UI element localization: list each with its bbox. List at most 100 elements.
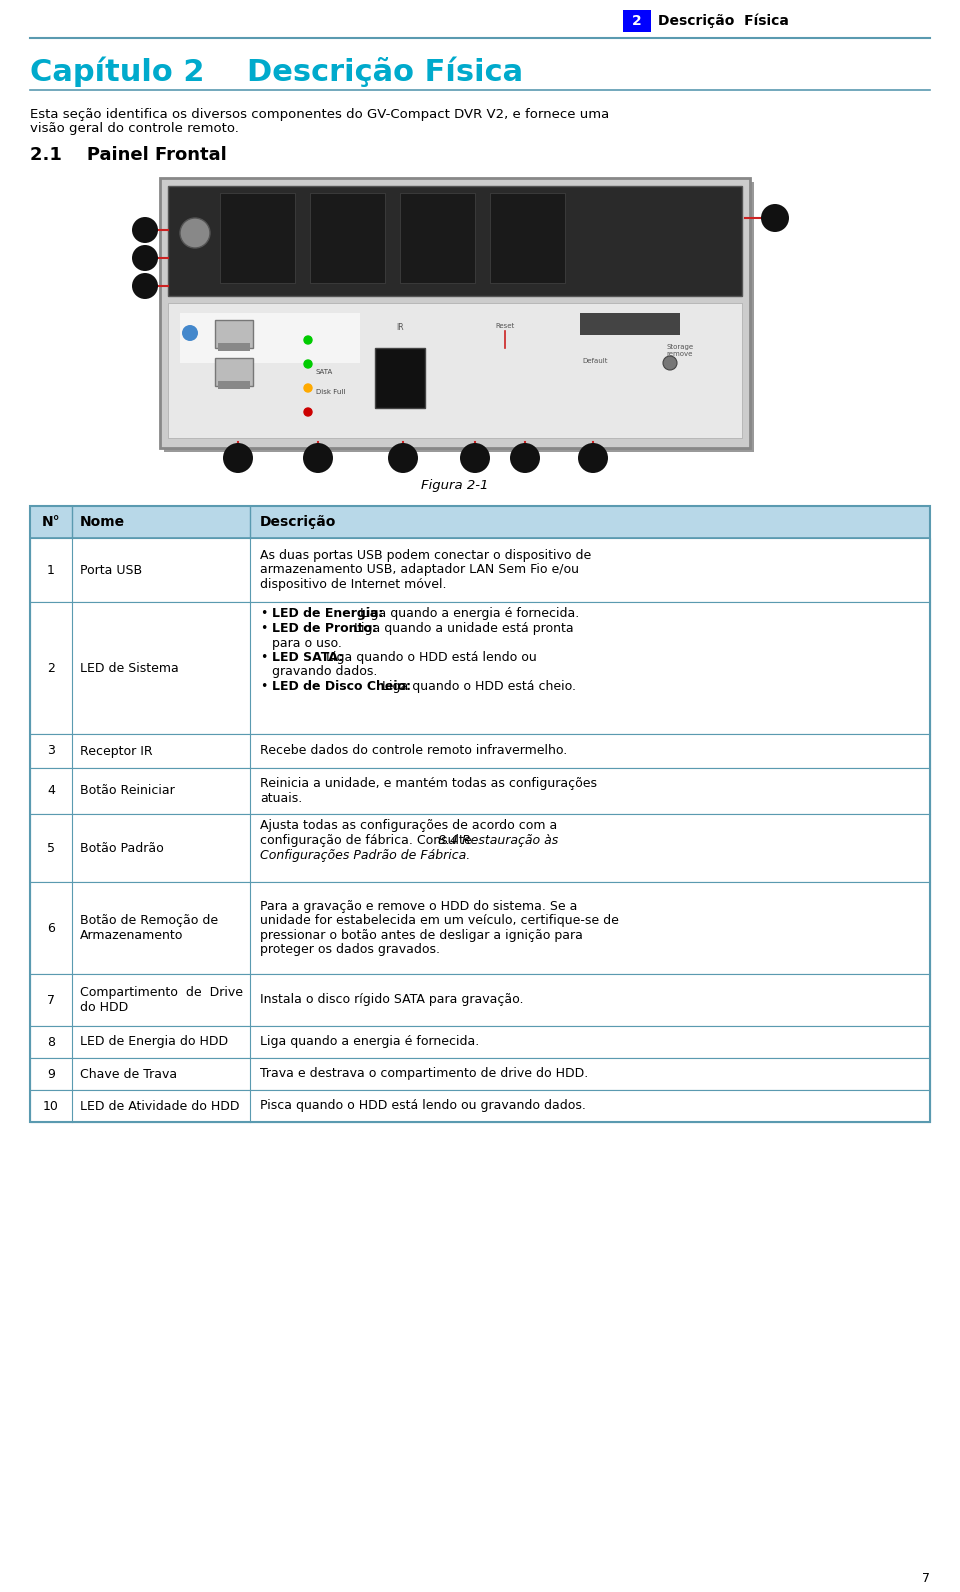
Text: Botão Padrão: Botão Padrão [80,842,164,855]
Circle shape [304,336,312,344]
Text: dispositivo de Internet móvel.: dispositivo de Internet móvel. [260,578,446,591]
Circle shape [578,443,608,473]
Text: 8.4 Restauração às: 8.4 Restauração às [439,834,559,847]
Circle shape [304,360,312,368]
Circle shape [663,357,677,369]
Bar [168,186,742,296]
Bar [310,193,385,283]
Text: unidade for estabelecida em um veículo, certifique-se de: unidade for estabelecida em um veículo, … [260,914,619,927]
Bar [30,974,930,1025]
Text: Ajusta todas as configurações de acordo com a: Ajusta todas as configurações de acordo … [260,820,557,833]
Text: Liga quando o HDD está lendo ou: Liga quando o HDD está lendo ou [323,651,538,664]
Text: gravando dados.: gravando dados. [272,665,377,678]
Text: proteger os dados gravados.: proteger os dados gravados. [260,942,440,957]
Text: 4: 4 [470,452,479,465]
Text: Liga quando a unidade está pronta: Liga quando a unidade está pronta [350,622,574,635]
Bar [30,602,930,734]
Text: LED SATA:: LED SATA: [272,651,344,664]
Text: 3: 3 [47,745,55,758]
Bar [30,1025,930,1059]
Text: 8: 8 [47,1035,55,1049]
Text: Figura 2-1: Figura 2-1 [421,479,489,492]
Text: do HDD: do HDD [80,1001,129,1014]
Text: N°: N° [41,514,60,529]
Text: Pisca quando o HDD está lendo ou gravando dados.: Pisca quando o HDD está lendo ou gravand… [260,1100,586,1113]
Bar [168,302,742,438]
Circle shape [132,245,158,271]
Text: LED de Sistema: LED de Sistema [80,662,179,675]
Text: Nome: Nome [80,514,125,529]
Text: •: • [260,651,268,664]
Text: 2: 2 [632,14,642,29]
Text: Botão Reiniciar: Botão Reiniciar [80,785,175,798]
Text: LED de Atividade do HDD: LED de Atividade do HDD [80,1100,239,1113]
Text: Botão de Remoção de: Botão de Remoção de [80,914,218,927]
Bar [30,734,930,767]
Text: Instala o disco rígido SATA para gravação.: Instala o disco rígido SATA para gravaçã… [260,993,523,1006]
Bar [30,767,930,814]
Text: LED de Pronto:: LED de Pronto: [272,622,377,635]
Bar [30,1059,930,1091]
Circle shape [223,443,253,473]
Text: atuais.: atuais. [260,791,302,804]
Text: SATA: SATA [316,369,333,376]
Bar [220,193,295,283]
Circle shape [182,325,198,341]
Text: 6: 6 [588,452,597,465]
Text: Ready: Ready [316,350,337,355]
Text: visão geral do controle remoto.: visão geral do controle remoto. [30,123,239,135]
Bar [215,358,253,385]
Text: Storage
remove: Storage remove [666,344,693,358]
Bar [160,178,750,447]
Text: 7: 7 [771,212,780,224]
Text: Default: Default [583,358,608,365]
Text: configuração de fábrica. Consulte: configuração de fábrica. Consulte [260,834,475,847]
Text: Liga quando o HDD está cheio.: Liga quando o HDD está cheio. [378,680,576,693]
Text: LED de Disco Cheio:: LED de Disco Cheio: [272,680,411,693]
Circle shape [460,443,490,473]
Text: Descrição  Física: Descrição Física [658,14,789,29]
Text: 10: 10 [137,282,153,291]
Bar [490,193,565,283]
Text: 8: 8 [141,224,149,236]
Text: Liga quando a energia é fornecida.: Liga quando a energia é fornecida. [260,1035,479,1049]
Text: GVLX-04C2: GVLX-04C2 [607,320,654,328]
Text: •: • [260,622,268,635]
Text: Armazenamento: Armazenamento [80,928,183,942]
Text: Porta USB: Porta USB [80,564,142,576]
Bar [30,814,930,882]
Bar [30,882,930,974]
Text: Disk Full: Disk Full [316,388,346,395]
Circle shape [388,443,418,473]
Text: armazenamento USB, adaptador LAN Sem Fio e/ou: armazenamento USB, adaptador LAN Sem Fio… [260,564,579,576]
Text: Configurações Padrão de Fábrica.: Configurações Padrão de Fábrica. [260,849,470,861]
Text: •: • [260,608,268,621]
Circle shape [303,443,333,473]
Text: GeoVision: GeoVision [205,320,275,333]
Text: 2: 2 [47,662,55,675]
Text: •: • [260,680,268,693]
Circle shape [510,443,540,473]
Text: Capítulo 2    Descrição Física: Capítulo 2 Descrição Física [30,57,523,88]
Text: Recebe dados do controle remoto infravermelho.: Recebe dados do controle remoto infraver… [260,745,567,758]
Text: Para a gravação e remove o HDD do sistema. Se a: Para a gravação e remove o HDD do sistem… [260,899,577,912]
Text: 9: 9 [47,1068,55,1081]
Text: 5: 5 [47,842,55,855]
Text: 3: 3 [398,452,407,465]
Text: pressionar o botão antes de desligar a ignição para: pressionar o botão antes de desligar a i… [260,928,583,942]
Bar [30,538,930,602]
Text: 4: 4 [47,785,55,798]
Bar [30,506,930,1122]
Circle shape [304,408,312,416]
Text: Receptor IR: Receptor IR [80,745,153,758]
Text: 7: 7 [47,993,55,1006]
Text: Trava e destrava o compartimento de drive do HDD.: Trava e destrava o compartimento de driv… [260,1068,588,1081]
Bar [375,349,425,408]
Text: LED de Energia do HDD: LED de Energia do HDD [80,1035,228,1049]
Text: Esta seção identifica os diversos componentes do GV-Compact DVR V2, e fornece um: Esta seção identifica os diversos compon… [30,108,610,121]
Bar [218,342,250,350]
Bar [580,314,680,334]
Circle shape [304,384,312,392]
Text: As duas portas USB podem conectar o dispositivo de: As duas portas USB podem conectar o disp… [260,549,591,562]
Circle shape [132,217,158,244]
